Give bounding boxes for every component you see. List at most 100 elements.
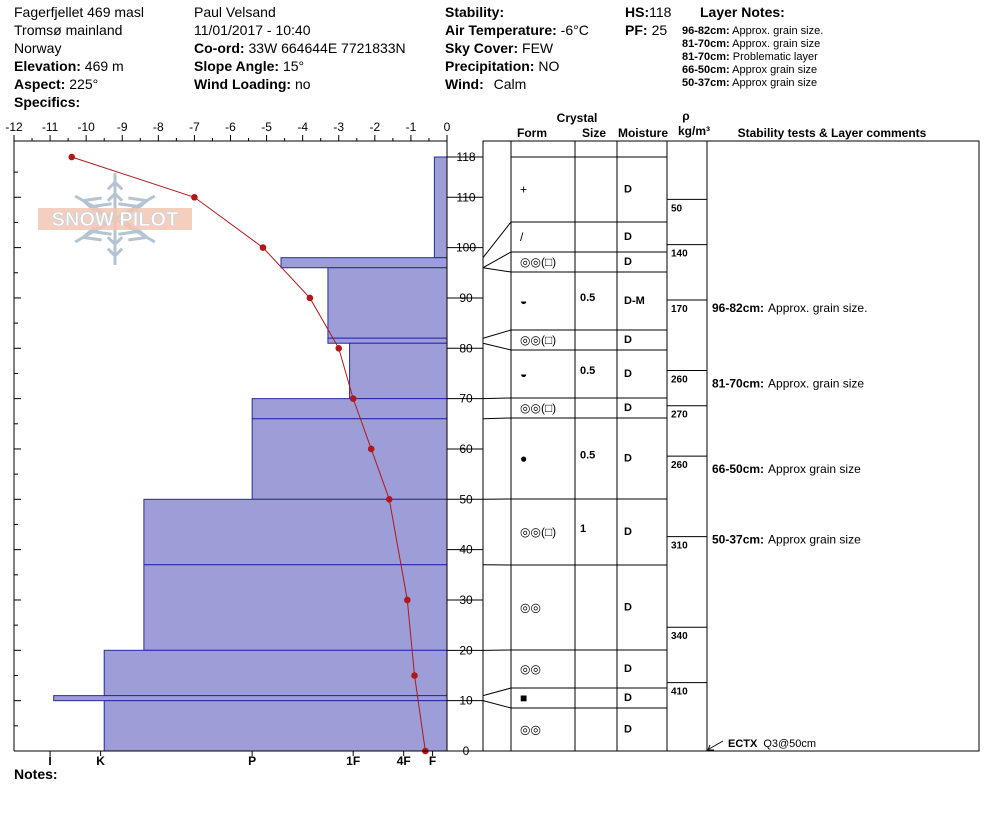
wind-label: Wind:: [445, 76, 484, 92]
layer-note: 66-50cm: Approx grain size: [682, 64, 818, 76]
hardness-layer-bar: [251, 398, 448, 420]
layer-form-symbol: ●: [520, 452, 527, 466]
stability-test-label: ECTX: [728, 738, 758, 750]
snowflake-branch: [128, 235, 148, 242]
hardness-layer-bar: [143, 498, 448, 566]
elevation-label: Elevation:: [14, 58, 81, 74]
temp-tick-label: -1: [406, 120, 417, 134]
layer-note: 81-70cm: Approx. grain size: [682, 38, 821, 50]
temp-tick-label: -2: [369, 120, 380, 134]
temp-tick-label: -12: [5, 120, 23, 134]
layer-connector: [482, 687, 512, 697]
elevation: Elevation: 469 m: [14, 58, 124, 74]
temperature-point: [306, 294, 314, 302]
slope-angle: Slope Angle: 15°: [194, 58, 304, 74]
hardness-layer-bar: [280, 257, 448, 269]
wind-loading-label: Wind Loading:: [194, 76, 292, 92]
height-tick-label: 118: [456, 150, 475, 164]
hs: HS:118: [625, 4, 671, 20]
hardness-layer-bar: [327, 337, 448, 344]
layer-moisture: D: [624, 526, 632, 538]
observation-datetime: 11/01/2017 - 10:40: [194, 22, 311, 38]
snowflake-branch: [82, 196, 102, 203]
stability-test-result: Q3@50cm: [763, 738, 816, 750]
snowflake-branch: [82, 235, 102, 242]
layer-moisture: D: [624, 231, 632, 243]
temp-tick-label: -11: [42, 120, 59, 134]
watermark-band: [38, 208, 192, 230]
temperature-point: [385, 496, 393, 503]
precip-label: Precipitation:: [445, 58, 535, 74]
snowflake-branch: [106, 247, 117, 257]
snowflake-branch: [113, 181, 124, 191]
header-crystal: Crystal: [557, 111, 598, 125]
height-tick-label: 90: [459, 291, 473, 305]
wind-value: Calm: [493, 76, 527, 92]
temperature-point: [411, 672, 418, 679]
layer-form-symbol: ■: [520, 691, 527, 705]
notes-label: Notes:: [14, 766, 58, 782]
density-value: 260: [671, 374, 688, 385]
layer-size: 0.5: [580, 450, 595, 462]
specifics-label: Specifics:: [14, 94, 81, 110]
slope-value: 15°: [282, 58, 305, 74]
header-moisture: Moisture: [618, 126, 668, 140]
layer-moisture: D: [624, 724, 632, 736]
density-value: 270: [671, 410, 688, 421]
layer-form-symbol: ◒: [520, 367, 527, 381]
layer-moisture: D: [624, 663, 632, 675]
layer-moisture: D: [624, 334, 632, 346]
snowflake-branch: [92, 202, 112, 208]
density-value: 140: [671, 249, 688, 260]
pf-value: 25: [651, 22, 668, 38]
temperature-point: [259, 244, 267, 251]
layer-note: 81-70cm: Problematic layer: [682, 51, 818, 63]
country-name: Norway: [14, 40, 62, 56]
height-tick-label: 110: [456, 190, 475, 204]
hardness-label: 1F: [346, 754, 360, 768]
layer-form-symbol: ◎◎(□): [520, 401, 556, 415]
wind: Wind: Calm: [445, 76, 526, 92]
header-size: Size: [582, 126, 606, 140]
temperature-point: [404, 596, 411, 604]
air-temp-value: -6°C: [560, 22, 589, 38]
density-value: 50: [671, 203, 683, 214]
coordinates: Co-ord: 33W 664644E 7721833N: [194, 40, 406, 56]
density-value: 340: [671, 631, 688, 642]
temperature-profile: [68, 153, 429, 755]
snowflake-branch: [128, 196, 148, 203]
layer-form-symbol: ◎◎: [520, 601, 541, 615]
temperature-point: [349, 395, 357, 402]
hardness-layer-bar: [103, 700, 448, 752]
coord-label: Co-ord:: [194, 40, 245, 56]
chart-axes: -12 -11 -10 -9 -8 -7 -6 -5 -4 -3 -2 -1 0010203040506…: [5, 120, 483, 768]
height-tick-label: 10: [459, 694, 473, 708]
layer-moisture: D: [624, 453, 632, 465]
layer-connector: [482, 417, 512, 420]
layer-size: 0.5: [580, 292, 595, 304]
layer-comment-text: Approx grain size: [768, 533, 861, 547]
precip-value: NO: [538, 58, 560, 74]
watermark-text: SNOW PILOT: [52, 209, 179, 231]
observer-name: Paul Velsand: [194, 4, 276, 20]
density-value: 310: [671, 541, 688, 552]
layer-comment-text: Approx grain size: [768, 462, 861, 476]
slope-label: Slope Angle:: [194, 58, 280, 74]
hs-value: 118: [649, 4, 672, 20]
table-frame: [482, 140, 980, 752]
temp-tick-label: -3: [333, 120, 344, 134]
snowflake-branch: [118, 202, 138, 208]
layer-form-symbol: ◎◎: [520, 662, 541, 676]
temp-tick-label: -10: [77, 120, 95, 134]
height-tick-label: 70: [459, 392, 473, 406]
layer-moisture: D: [624, 602, 632, 614]
layer-form-symbol: ◎◎(□): [520, 525, 556, 539]
aspect-label: Aspect:: [14, 76, 66, 92]
stability-test: ECTX Q3@50cm: [728, 738, 816, 750]
snowflake-branch: [106, 181, 117, 191]
height-tick-label: 60: [459, 442, 473, 456]
density-value: 410: [671, 687, 688, 698]
snowpilot-watermark: SNOW PILOT: [38, 173, 192, 265]
wind-loading: Wind Loading: no: [194, 76, 311, 92]
hardness-layer-bar: [103, 649, 448, 697]
